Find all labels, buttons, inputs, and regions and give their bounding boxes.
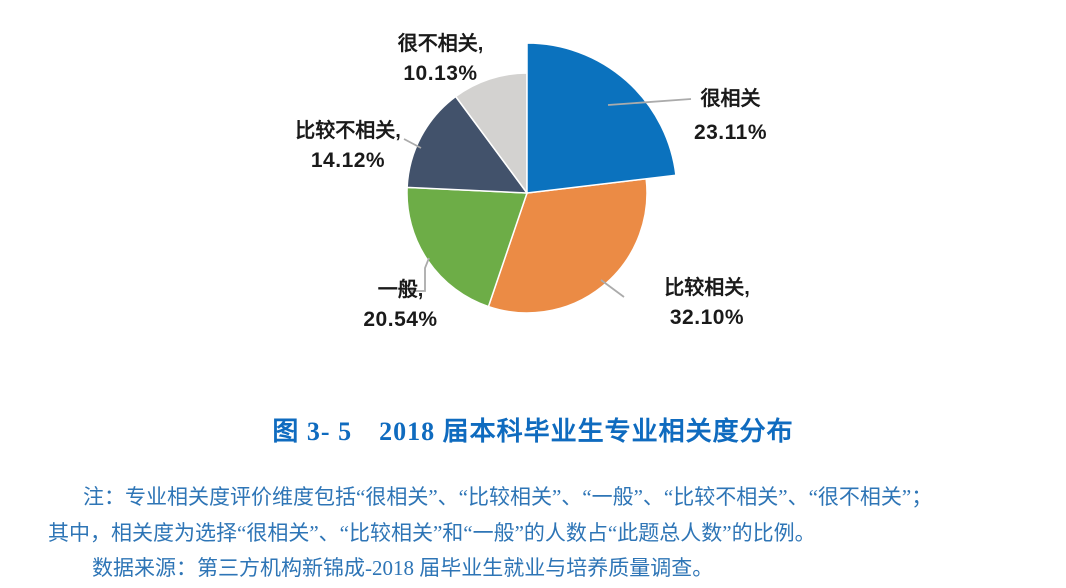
pie-label-name: 一般, (377, 279, 424, 301)
pie-label-name: 比较相关, (664, 277, 750, 299)
note-line-2: 其中，相关度为选择“很相关”、“比较相关”和“一般”的人数占“此题总人数”的比例… (48, 521, 816, 545)
leader-line-average (411, 257, 430, 292)
pie-slice-very-relevant (526, 42, 677, 194)
pie-label-fairly-relevant: 比较相关, 32.10% (643, 273, 771, 333)
leader-line-fairly-irrelevant (403, 138, 422, 149)
leader-line-fairly-relevant (600, 279, 625, 298)
pie-label-value: 32.10% (669, 306, 745, 329)
pie-slice-very-irrelevant (454, 72, 528, 194)
pie-label-name: 比较不相关, (295, 120, 401, 142)
figure-title: 图 3- 5 2018 届本科毕业生专业相关度分布 (272, 417, 794, 446)
pie-slices (406, 42, 677, 314)
pie-label-name: 很相关 (700, 88, 761, 110)
pie-label-name: 很不相关, (397, 33, 484, 55)
pie-label-average: 一般, 20.54% (348, 275, 453, 335)
pie-chart-figure: 很不相关, 10.13% 比较不相关, 14.12% 很相关 23.11% 比较… (285, 29, 778, 335)
pie-label-very-irrelevant: 很不相关, 10.13% (383, 29, 498, 89)
pie-label-value: 23.11% (693, 121, 768, 144)
pie-slice-fairly-relevant (487, 178, 648, 314)
pie-chart (403, 42, 692, 314)
pie-slice-fairly-irrelevant (406, 95, 528, 194)
pie-label-value: 20.54% (363, 308, 438, 331)
pie-label-fairly-irrelevant: 比较不相关, 14.12% (285, 116, 411, 176)
pie-label-very-relevant: 很相关 23.11% (683, 82, 778, 150)
leader-lines (403, 98, 692, 298)
pie-label-value: 14.12% (310, 149, 386, 172)
note-line-1: 注：专业相关度评价维度包括“很相关”、“比较相关”、“一般”、“比较不相关”、“… (83, 485, 933, 509)
leader-line-very-relevant (607, 98, 692, 106)
note-line-3: 数据来源：第三方机构新锦成-2018 届毕业生就业与培养质量调查。 (92, 556, 714, 580)
pie-label-value: 10.13% (403, 62, 478, 85)
